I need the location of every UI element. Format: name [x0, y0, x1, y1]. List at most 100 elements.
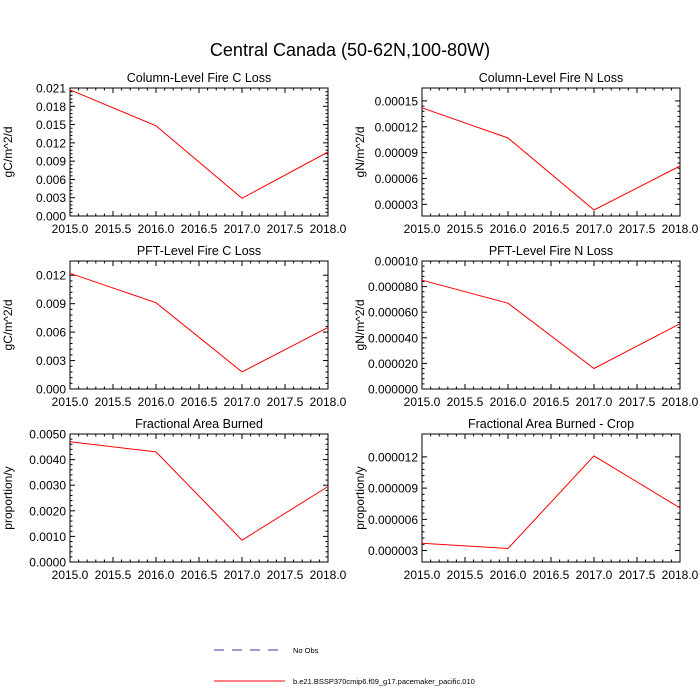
- data-point: [421, 543, 422, 544]
- plot-frame: [69, 87, 329, 217]
- plot-frame: [421, 87, 681, 217]
- data-point: [69, 273, 70, 274]
- data-point: [593, 455, 594, 456]
- y-axis-label: proportion/y: [1, 466, 15, 529]
- y-tick-label: 0.000: [36, 383, 66, 397]
- y-tick-label: 0.00010: [375, 255, 419, 269]
- panel-title: PFT-Level Fire N Loss: [489, 244, 613, 258]
- panel-title: PFT-Level Fire C Loss: [137, 244, 261, 258]
- x-tick-label: 2018.0: [310, 395, 347, 409]
- x-tick-label: 2018.0: [310, 222, 347, 236]
- data-point: [421, 280, 422, 281]
- chart-panel-4: 2015.0 2015.5 2016.0 2016.5 2017.0 2017.5 2018…: [353, 244, 699, 409]
- data-point: [679, 507, 680, 508]
- x-tick-label: 2016.5: [533, 568, 570, 582]
- y-tick-label: 0.012: [36, 269, 66, 283]
- y-axis-label: gC/m^2/d: [1, 300, 15, 351]
- y-tick-label: 0.000020: [368, 357, 418, 371]
- data-point: [507, 303, 508, 304]
- data-point: [327, 327, 328, 328]
- data-point: [593, 368, 594, 369]
- y-axis-label: gC/m^2/d: [1, 127, 15, 178]
- x-tick-label: 2016.0: [138, 222, 175, 236]
- x-tick-label: 2016.5: [533, 395, 570, 409]
- data-point: [327, 486, 328, 487]
- chart-panel-1: 2015.0 2015.5 2016.0 2016.5 2017.0 2017.5 2018…: [1, 71, 347, 236]
- x-tick-label: 2015.5: [95, 222, 132, 236]
- legend-obs-label: No Obs: [293, 646, 319, 655]
- x-tick-label: 2016.5: [181, 568, 218, 582]
- y-tick-label: 0.000080: [368, 280, 418, 294]
- y-tick-label: 0.000012: [368, 450, 418, 464]
- x-tick-label: 2017.5: [619, 395, 656, 409]
- y-tick-label: 0.00003: [375, 198, 419, 212]
- data-point: [69, 441, 70, 442]
- x-tick-label: 2016.5: [181, 222, 218, 236]
- data-point: [421, 107, 422, 108]
- data-point: [241, 371, 242, 372]
- x-tick-label: 2016.0: [138, 568, 175, 582]
- x-tick-label: 2015.5: [95, 568, 132, 582]
- y-tick-label: 0.0030: [29, 479, 66, 493]
- x-tick-label: 2016.0: [138, 395, 175, 409]
- y-tick-label: 0.009: [36, 297, 66, 311]
- data-point: [241, 540, 242, 541]
- legend-series-label: b.e21.BSSP370cmip6.f09_g17.pacemaker_pac…: [293, 677, 475, 686]
- x-tick-label: 2017.0: [224, 222, 261, 236]
- data-point: [155, 451, 156, 452]
- x-tick-label: 2017.5: [619, 222, 656, 236]
- chart-panel-3: 2015.0 2015.5 2016.0 2016.5 2017.0 2017.5 2018…: [1, 244, 347, 409]
- x-tick-label: 2016.5: [533, 222, 570, 236]
- x-tick-label: 2018.0: [310, 568, 347, 582]
- y-axis-label: gN/m^2/d: [353, 300, 367, 351]
- x-tick-label: 2017.5: [267, 568, 304, 582]
- y-tick-label: 0.000000: [368, 383, 418, 397]
- data-point: [507, 548, 508, 549]
- panel-title: Column-Level Fire N Loss: [479, 71, 624, 85]
- x-tick-label: 2017.0: [224, 568, 261, 582]
- series-line: [69, 441, 329, 541]
- x-tick-label: 2018.0: [662, 395, 699, 409]
- x-tick-label: 2017.0: [576, 395, 613, 409]
- data-point: [155, 302, 156, 303]
- plot-frame: [421, 433, 681, 563]
- data-point: [327, 151, 328, 152]
- y-tick-label: 0.012: [36, 136, 66, 150]
- x-tick-label: 2016.0: [490, 222, 527, 236]
- y-tick-label: 0.0050: [29, 428, 66, 442]
- data-point: [679, 165, 680, 166]
- panel-title: Fractional Area Burned - Crop: [468, 417, 634, 431]
- plot-frame: [69, 433, 329, 563]
- x-tick-label: 2015.5: [447, 395, 484, 409]
- panel-title: Fractional Area Burned: [135, 417, 263, 431]
- series-line: [69, 272, 329, 373]
- x-tick-label: 2016.0: [490, 568, 527, 582]
- y-tick-label: 0.006: [36, 326, 66, 340]
- y-axis-label: proportion/y: [353, 466, 367, 529]
- x-tick-label: 2015.0: [404, 222, 441, 236]
- y-tick-label: 0.003: [36, 354, 66, 368]
- x-tick-label: 2015.5: [447, 568, 484, 582]
- y-tick-label: 0.000: [36, 210, 66, 224]
- x-tick-label: 2015.0: [404, 395, 441, 409]
- y-tick-label: 0.0020: [29, 504, 66, 518]
- x-tick-label: 2018.0: [662, 222, 699, 236]
- series-line: [421, 279, 681, 370]
- y-tick-label: 0.00015: [375, 94, 419, 108]
- figure-title: Central Canada (50-62N,100-80W): [210, 40, 490, 60]
- panels: 2015.0 2015.5 2016.0 2016.5 2017.0 2017.5 2018…: [1, 71, 699, 582]
- x-tick-label: 2018.0: [662, 568, 699, 582]
- y-tick-label: 0.00009: [375, 146, 419, 160]
- y-tick-label: 0.0040: [29, 453, 66, 467]
- y-tick-label: 0.015: [36, 118, 66, 132]
- plot-frame: [69, 260, 329, 390]
- y-tick-label: 0.009: [36, 155, 66, 169]
- y-tick-label: 0.021: [36, 82, 66, 96]
- y-tick-label: 0.006: [36, 173, 66, 187]
- y-tick-label: 0.000006: [368, 513, 418, 527]
- chart-panel-2: 2015.0 2015.5 2016.0 2016.5 2017.0 2017.5 2018…: [353, 71, 699, 236]
- x-tick-label: 2015.0: [404, 568, 441, 582]
- y-tick-label: 0.000003: [368, 544, 418, 558]
